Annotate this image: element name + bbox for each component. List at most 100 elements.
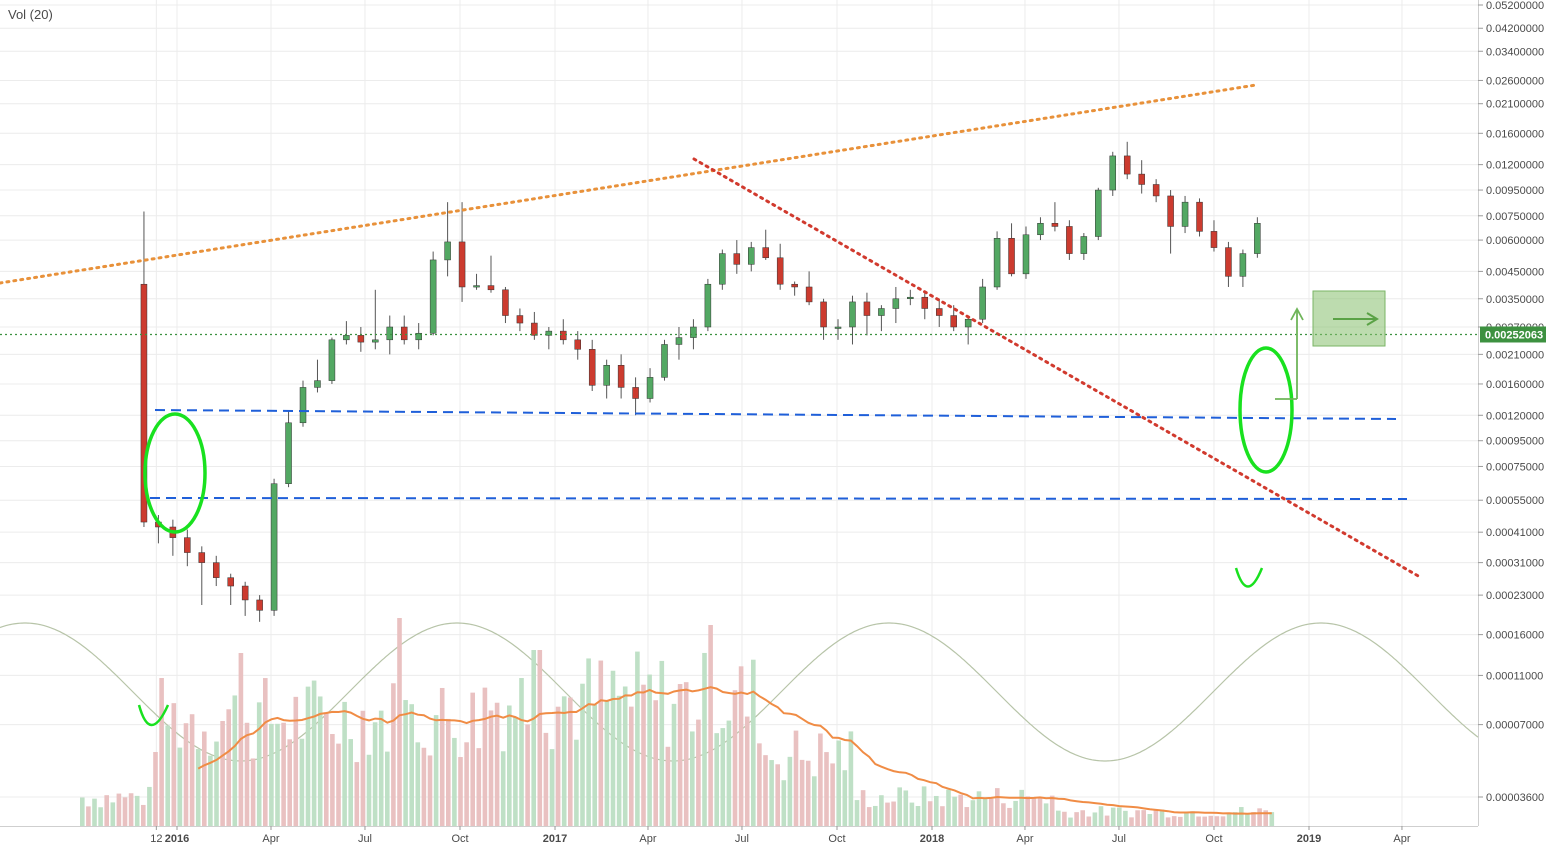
candle[interactable]	[1138, 160, 1145, 194]
candle[interactable]	[719, 249, 726, 290]
candle[interactable]	[184, 529, 191, 567]
candle[interactable]	[632, 377, 639, 416]
candle[interactable]	[979, 278, 986, 324]
candle[interactable]	[849, 295, 856, 345]
candle[interactable]	[1210, 220, 1218, 252]
candle[interactable]	[1051, 202, 1059, 232]
volume-bar	[1074, 812, 1079, 826]
volume-bar	[1092, 812, 1098, 826]
candle[interactable]	[1167, 190, 1174, 254]
volume-bars	[80, 618, 1275, 826]
volume-bar	[854, 800, 860, 826]
candle[interactable]	[169, 519, 177, 556]
candle[interactable]	[1254, 217, 1261, 258]
volume-bar	[153, 751, 158, 826]
candle[interactable]	[487, 255, 495, 293]
candle[interactable]	[502, 286, 509, 324]
candle[interactable]	[1066, 220, 1073, 260]
candle[interactable]	[617, 354, 625, 399]
candle[interactable]	[892, 286, 900, 324]
time-tick-label: Jul	[735, 833, 749, 845]
candle[interactable]	[299, 380, 307, 427]
candle[interactable]	[588, 339, 596, 391]
candle[interactable]	[690, 319, 697, 350]
candle[interactable]	[458, 202, 466, 302]
volume-bar	[848, 731, 854, 826]
volume-bar	[1129, 817, 1134, 826]
candle[interactable]	[762, 229, 769, 260]
candle-body	[256, 599, 263, 611]
volume-bar	[1086, 816, 1092, 826]
candle[interactable]	[748, 241, 755, 272]
candle[interactable]	[314, 359, 321, 393]
candle[interactable]	[603, 359, 610, 399]
candle[interactable]	[285, 410, 292, 488]
candle[interactable]	[1022, 226, 1030, 279]
candle-body	[907, 296, 914, 300]
volume-bar	[873, 805, 878, 826]
candle[interactable]	[878, 305, 885, 332]
candle[interactable]	[820, 298, 827, 340]
candle[interactable]	[1095, 187, 1102, 241]
candle[interactable]	[270, 478, 278, 616]
candle[interactable]	[1080, 233, 1088, 260]
candle[interactable]	[1239, 249, 1247, 287]
candle[interactable]	[964, 315, 972, 345]
volume-bar	[177, 747, 183, 826]
candle[interactable]	[791, 281, 798, 296]
volume-bar	[263, 678, 268, 826]
candle[interactable]	[921, 292, 929, 320]
candle-body	[719, 253, 726, 285]
candle[interactable]	[372, 289, 379, 350]
candle[interactable]	[1196, 198, 1203, 237]
candle[interactable]	[343, 321, 350, 345]
candle[interactable]	[545, 327, 553, 350]
candle[interactable]	[1037, 217, 1044, 241]
volume-bar	[464, 742, 469, 826]
candle[interactable]	[328, 337, 336, 384]
candle[interactable]	[1123, 141, 1131, 180]
candle[interactable]	[212, 555, 220, 587]
candle[interactable]	[1008, 223, 1015, 277]
candle[interactable]	[531, 311, 538, 340]
candle[interactable]	[805, 271, 813, 306]
candle[interactable]	[429, 251, 437, 336]
candle[interactable]	[256, 595, 263, 622]
candle[interactable]	[776, 243, 784, 290]
candle[interactable]	[1152, 179, 1160, 203]
candle[interactable]	[661, 339, 668, 381]
volume-bar	[507, 705, 512, 826]
candle[interactable]	[357, 327, 365, 352]
candle-body	[820, 301, 827, 328]
candle[interactable]	[400, 315, 408, 345]
candle[interactable]	[704, 278, 712, 332]
candle[interactable]	[993, 231, 1001, 290]
candle-body	[184, 537, 191, 553]
candle[interactable]	[834, 319, 842, 340]
candle[interactable]	[560, 319, 567, 345]
candle[interactable]	[935, 298, 943, 328]
candle[interactable]	[473, 273, 480, 290]
volume-bar	[1001, 803, 1006, 826]
candle[interactable]	[1109, 151, 1117, 196]
candle[interactable]	[907, 289, 914, 306]
candle[interactable]	[415, 323, 422, 350]
candle[interactable]	[574, 331, 581, 360]
volume-bar	[269, 723, 274, 826]
candle[interactable]	[386, 315, 394, 355]
candle[interactable]	[733, 240, 741, 274]
candles[interactable]	[140, 141, 1261, 622]
candle[interactable]	[444, 202, 451, 277]
candle[interactable]	[241, 581, 249, 616]
candle[interactable]	[1225, 241, 1232, 287]
candle[interactable]	[646, 368, 654, 403]
candle[interactable]	[1181, 195, 1189, 234]
volume-bar	[256, 702, 262, 826]
candle[interactable]	[198, 546, 206, 606]
candle[interactable]	[863, 292, 871, 336]
candle[interactable]	[227, 573, 234, 606]
candle[interactable]	[516, 308, 524, 332]
candle[interactable]	[675, 327, 683, 360]
